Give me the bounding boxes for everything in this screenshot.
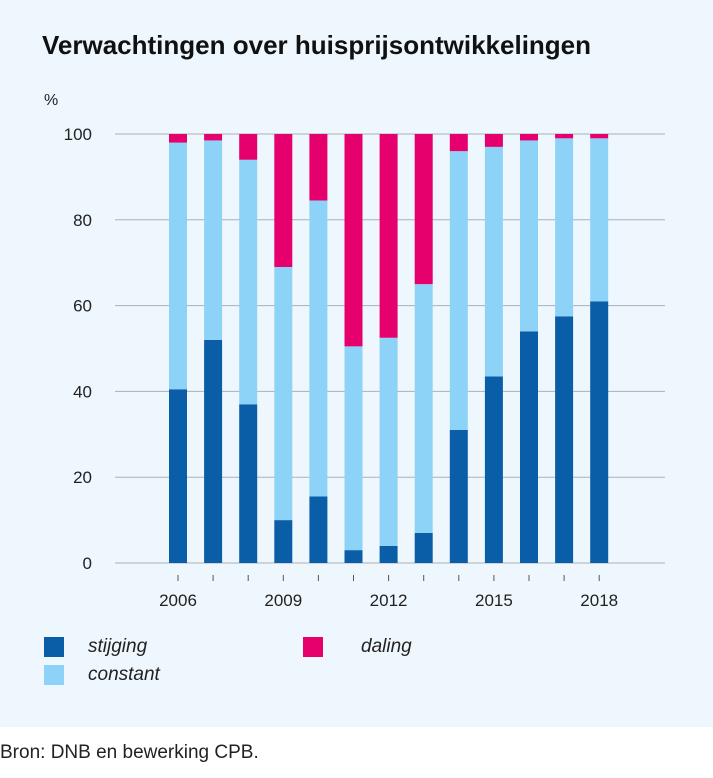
bar-segment-constant [169, 142, 187, 390]
bar-segment-daling [484, 134, 503, 147]
bar-segment-stijging [484, 376, 503, 563]
bar-segment-daling [520, 134, 538, 141]
legend-label-daling: daling [361, 636, 412, 657]
bar-segment-daling [379, 134, 398, 338]
bar-segment-constant [309, 200, 328, 497]
bar-segment-daling [344, 134, 363, 347]
legend-swatch-constant [44, 665, 64, 685]
bar-segment-daling [555, 134, 574, 139]
bar-segment-stijging [590, 301, 609, 563]
stacked-bar-chart: 0 20 40 60 80 100 2006 2009 2012 2015 2018 [64, 125, 665, 610]
x-tick-label: 2012 [370, 591, 408, 610]
bar-segment-constant [379, 337, 398, 546]
bar-segment-stijging [414, 532, 433, 563]
bar-segment-constant [590, 138, 609, 302]
bar-segment-constant [274, 266, 293, 521]
bar-segment-daling [590, 134, 609, 139]
legend-item-stijging: stijging [44, 636, 147, 658]
bar-segment-stijging [274, 520, 293, 563]
bar-segment-constant [555, 138, 574, 317]
source-note: Bron: DNB en bewerking CPB. [0, 742, 259, 763]
bar-segment-constant [484, 146, 503, 377]
legend-label-constant: constant [88, 664, 160, 685]
chart-panel: Verwachtingen over huisprijsontwikkeling… [0, 0, 713, 727]
chart-title: Verwachtingen over huisprijsontwikkeling… [42, 30, 592, 60]
y-tick-label: 0 [83, 554, 92, 573]
x-tick-label: 2015 [475, 591, 513, 610]
legend-swatch-daling [303, 637, 323, 657]
bar-segment-stijging [449, 430, 468, 563]
x-tick-label: 2018 [580, 591, 618, 610]
bar-segment-stijging [344, 550, 363, 563]
bar-segment-daling [274, 134, 293, 267]
bar-segment-daling [449, 134, 468, 152]
bar-segment-stijging [555, 316, 574, 563]
legend-item-constant: constant [44, 664, 160, 686]
bar-segment-constant [344, 346, 363, 551]
x-tick-label: 2009 [264, 591, 302, 610]
y-tick-label: 20 [73, 468, 92, 487]
bar-segment-constant [520, 140, 538, 332]
bar-segment-constant [204, 140, 223, 340]
bar-segment-stijging [204, 339, 223, 563]
bar-segment-daling [204, 134, 223, 141]
legend-label-stijging: stijging [88, 636, 148, 657]
y-tick-label: 100 [64, 125, 92, 144]
bar-segment-constant [239, 159, 258, 405]
bar-segment-constant [414, 284, 433, 533]
bar-segment-stijging [309, 496, 328, 563]
bar-segment-constant [449, 151, 468, 431]
bar-segment-stijging [169, 389, 187, 563]
bar-segment-stijging [379, 545, 398, 563]
bar-segment-daling [414, 134, 433, 285]
bar-segment-daling [169, 134, 187, 143]
y-tick-label: 80 [73, 211, 92, 230]
y-axis-unit-label: % [44, 92, 59, 109]
legend-swatch-stijging [44, 637, 64, 657]
y-tick-label: 60 [73, 297, 92, 316]
bar-segment-daling [239, 134, 258, 160]
bar-segment-stijging [239, 404, 258, 563]
legend-item-daling: daling [303, 636, 412, 658]
y-tick-label: 40 [73, 382, 92, 401]
x-tick-label: 2006 [159, 591, 197, 610]
bar-segment-daling [309, 134, 328, 201]
bar-segment-stijging [520, 331, 538, 563]
